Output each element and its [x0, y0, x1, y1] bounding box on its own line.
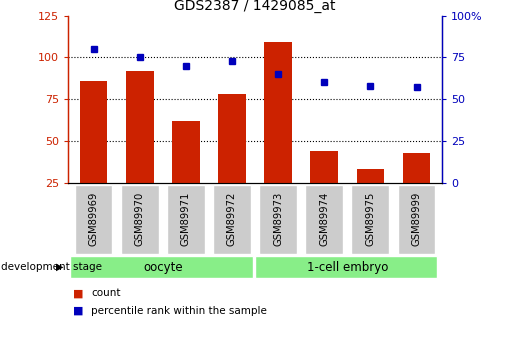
Text: GSM89971: GSM89971 — [181, 192, 191, 246]
Text: GSM89999: GSM89999 — [412, 192, 422, 246]
Text: 1-cell embryo: 1-cell embryo — [307, 260, 388, 274]
Bar — [357, 169, 384, 225]
Text: GSM89969: GSM89969 — [88, 192, 98, 246]
Text: percentile rank within the sample: percentile rank within the sample — [91, 306, 267, 315]
Text: GSM89972: GSM89972 — [227, 192, 237, 246]
Text: count: count — [91, 288, 120, 298]
Bar — [172, 121, 199, 225]
Text: GSM89974: GSM89974 — [319, 192, 329, 246]
Bar — [213, 185, 251, 254]
Text: ■: ■ — [73, 288, 84, 298]
Bar — [167, 185, 205, 254]
Bar — [397, 185, 435, 254]
Bar — [121, 185, 159, 254]
Text: ▶: ▶ — [56, 262, 63, 272]
Text: GSM89973: GSM89973 — [273, 192, 283, 246]
Text: development stage: development stage — [1, 262, 102, 272]
Bar — [306, 185, 343, 254]
Bar — [71, 256, 252, 278]
Bar — [259, 185, 297, 254]
Bar — [264, 42, 292, 225]
Title: GDS2387 / 1429085_at: GDS2387 / 1429085_at — [174, 0, 336, 13]
Text: GSM89970: GSM89970 — [135, 192, 145, 246]
Bar — [218, 94, 246, 225]
Bar — [80, 81, 108, 225]
Bar — [351, 185, 389, 254]
Bar — [126, 71, 154, 225]
Bar — [311, 151, 338, 225]
Text: GSM89975: GSM89975 — [365, 192, 375, 246]
Bar — [255, 256, 437, 278]
Text: oocyte: oocyte — [143, 260, 183, 274]
Bar — [402, 153, 430, 225]
Bar — [75, 185, 113, 254]
Text: ■: ■ — [73, 306, 84, 315]
